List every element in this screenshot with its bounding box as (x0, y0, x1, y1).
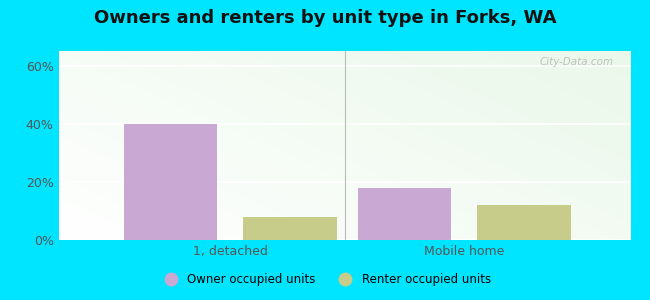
Bar (358, 188, 451, 240)
Bar (124, 124, 217, 240)
Text: City-Data.com: City-Data.com (540, 57, 614, 67)
Bar (243, 217, 337, 240)
Bar (477, 205, 571, 240)
Legend: Owner occupied units, Renter occupied units: Owner occupied units, Renter occupied un… (154, 269, 496, 291)
Text: Owners and renters by unit type in Forks, WA: Owners and renters by unit type in Forks… (94, 9, 556, 27)
